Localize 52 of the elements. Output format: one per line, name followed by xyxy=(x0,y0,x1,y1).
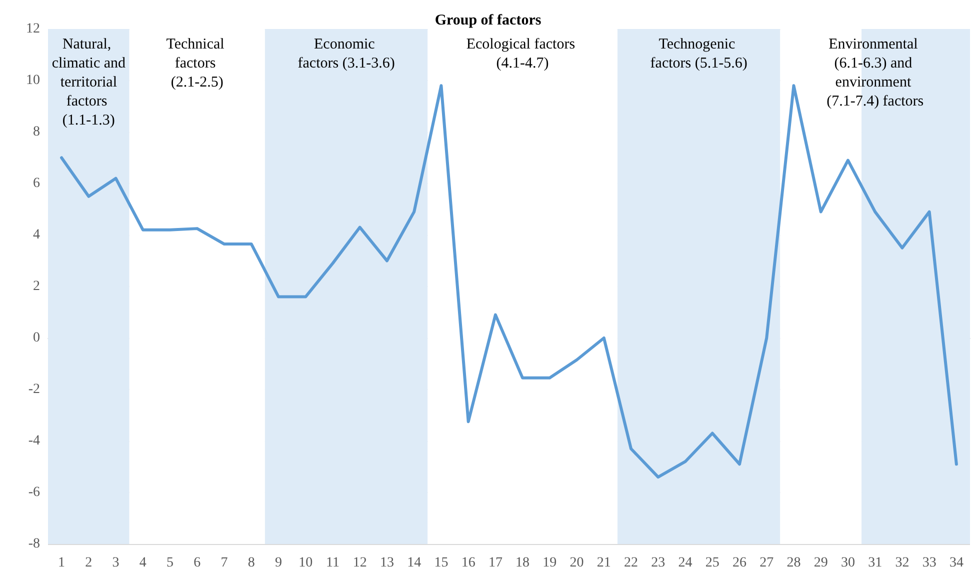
x-tick-label: 30 xyxy=(840,556,855,570)
x-tick-label: 19 xyxy=(542,556,557,570)
x-tick-label: 13 xyxy=(380,556,394,570)
x-tick-label: 28 xyxy=(786,556,801,570)
x-tick-label: 16 xyxy=(461,556,476,570)
y-tick-label: 4 xyxy=(33,228,40,242)
x-tick-label: 4 xyxy=(139,556,146,570)
band-label: Technical factors (2.1-2.5) xyxy=(166,36,228,90)
x-tick-label: 23 xyxy=(651,556,666,570)
y-tick-label: 6 xyxy=(33,176,40,191)
x-tick-label: 8 xyxy=(248,556,255,570)
y-tick-label: 2 xyxy=(33,279,40,294)
y-tick-label: 8 xyxy=(33,124,40,140)
y-tick-label: -2 xyxy=(28,382,40,397)
band-label: Environmental (6.1-6.3) and environment (7.1-7.4) factors xyxy=(826,36,924,110)
x-tick-label: 24 xyxy=(678,556,692,570)
band-label: Natural, climatic and territorial factors (1.1-1.3) xyxy=(52,36,126,128)
x-tick-label: 25 xyxy=(705,556,720,570)
x-tick-label: 1 xyxy=(58,556,66,570)
x-tick-label: 9 xyxy=(275,556,282,570)
x-tick-label: 20 xyxy=(570,556,584,570)
y-tick-label: -4 xyxy=(28,434,40,448)
x-tick-label: 15 xyxy=(434,556,448,570)
x-tick-label: 14 xyxy=(407,556,422,570)
x-tick-label: 18 xyxy=(516,556,530,570)
x-tick-label: 7 xyxy=(220,556,228,570)
x-tick-label: 27 xyxy=(760,556,774,570)
x-tick-label: 21 xyxy=(596,556,611,570)
chart-title: Group of factors xyxy=(434,12,542,28)
x-tick-label: 12 xyxy=(352,556,367,570)
x-tick-label: 2 xyxy=(85,556,92,570)
x-tick-label: 29 xyxy=(814,556,828,570)
x-tick-label: 10 xyxy=(298,556,313,570)
y-tick-label: -6 xyxy=(28,485,40,500)
y-tick-label: 10 xyxy=(26,73,40,88)
band-label: Technogenic factors (5.1-5.6) xyxy=(650,36,748,72)
x-tick-label: 3 xyxy=(112,556,120,570)
x-tick-label: 22 xyxy=(624,556,638,570)
x-tick-label: 33 xyxy=(922,556,936,570)
x-tick-label: 5 xyxy=(166,556,174,570)
x-tick-label: 31 xyxy=(868,556,882,570)
x-tick-label: 26 xyxy=(732,556,746,570)
x-tick-label: 34 xyxy=(949,556,964,570)
x-tick-label: 11 xyxy=(326,556,340,570)
x-tick-label: 6 xyxy=(194,556,201,570)
y-tick-label: 0 xyxy=(33,330,40,346)
x-tick-label: 17 xyxy=(488,556,502,570)
band-label: Economic factors (3.1-3.6) xyxy=(298,36,395,72)
y-tick-label: -8 xyxy=(28,536,40,552)
y-tick-label: 12 xyxy=(26,22,40,36)
x-tick-label: 32 xyxy=(895,556,910,570)
band-label: Ecological factors (4.1-4.7) xyxy=(466,36,579,72)
